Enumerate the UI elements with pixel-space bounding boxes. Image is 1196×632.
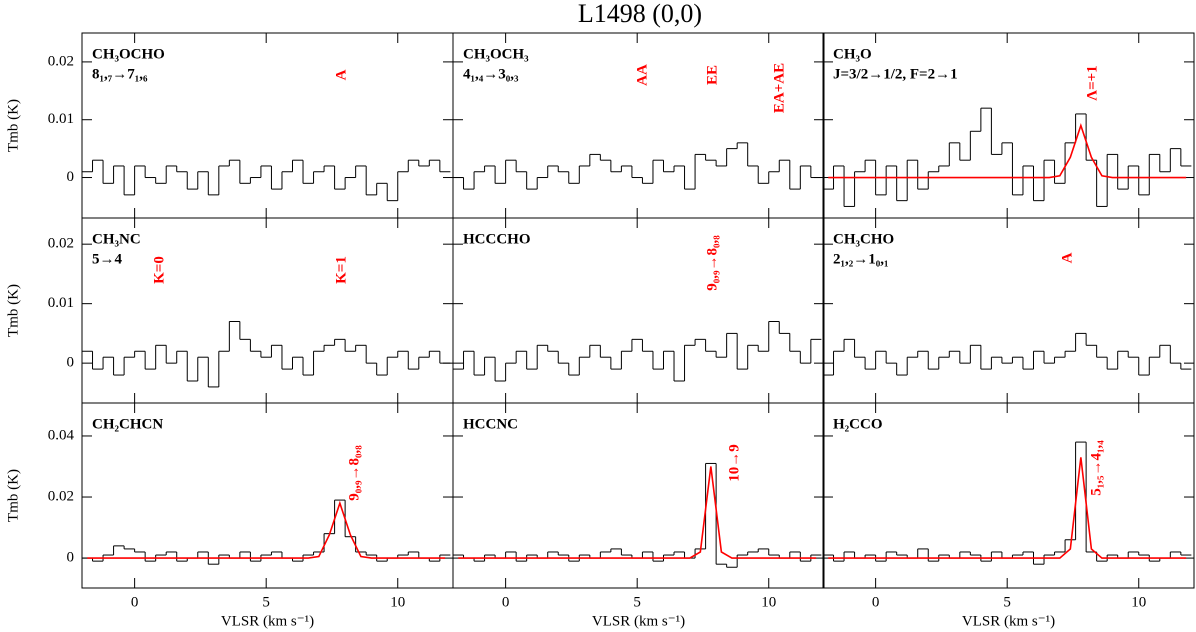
x-tick-label: 5	[262, 594, 270, 610]
y-tick-label: 0.01	[48, 295, 74, 311]
species-label: CH₃O	[833, 46, 872, 62]
line-annotation: 9₀,₉→8₀,₈	[346, 445, 362, 501]
line-annotation: Λ=+1	[1084, 65, 1100, 100]
x-axis-label: VLSR (km s⁻¹)	[592, 613, 685, 629]
x-tick-label: 10	[390, 594, 405, 610]
line-annotation: 5₁,₅→4₁,₄	[1088, 440, 1104, 496]
x-tick-label: 0	[131, 594, 139, 610]
x-tick-label: 5	[1003, 594, 1011, 610]
x-tick-label: 5	[633, 594, 641, 610]
spectrum-connector	[463, 142, 812, 190]
panel-frame	[822, 402, 1195, 589]
spectrum-connector	[833, 333, 1182, 376]
spectrum-connector	[833, 442, 1182, 565]
y-tick-label: 0	[67, 355, 75, 371]
species-label: CH₃OCH₃	[463, 46, 529, 62]
species-label: CH₃OCHO	[92, 46, 165, 62]
x-tick-label: 0	[502, 594, 510, 610]
transition-label: 4₁,₄→3₀,₃	[463, 66, 519, 82]
species-label: CH₂CHCN	[92, 416, 163, 432]
transition-label: 2₁,₂→1₀,₁	[833, 251, 889, 267]
gaussian-fit	[828, 122, 1187, 179]
species-label: CH₃NC	[92, 231, 141, 247]
figure-title: L1498 (0,0)	[578, 0, 702, 28]
line-annotation: AA	[634, 64, 650, 86]
line-annotation: A	[333, 69, 349, 80]
x-axis-label: VLSR (km s⁻¹)	[962, 613, 1055, 629]
y-axis-label: Tmb (K)	[5, 99, 21, 152]
species-label: H₂CCO	[833, 416, 883, 432]
y-tick-label: 0.01	[48, 111, 74, 127]
spectrum-connector	[463, 321, 812, 381]
y-axis-label: Tmb (K)	[5, 469, 21, 522]
transition-label: 8₁,₇→7₁,₆	[92, 66, 148, 82]
y-tick-label: 0	[67, 169, 75, 185]
line-annotation: EE	[704, 65, 720, 85]
y-tick-label: 0.02	[48, 236, 74, 252]
x-axis-label: VLSR (km s⁻¹)	[221, 613, 314, 629]
gaussian-fit	[828, 457, 1187, 559]
y-tick-label: 0.02	[48, 488, 74, 504]
species-label: CH₃CHO	[833, 231, 894, 247]
spectrum-connector	[833, 108, 1182, 207]
transition-label: J=3/2→1/2, F=2→1	[833, 66, 958, 82]
line-annotation: A	[1059, 252, 1075, 263]
line-annotation: EA+AE	[771, 63, 787, 113]
transition-label: 5→4	[92, 251, 123, 267]
spectrum-connector	[92, 321, 441, 387]
gaussian-fit	[458, 466, 817, 559]
line-annotation: 9₀,₉→8₀,₈	[704, 235, 720, 291]
gaussian-fit	[87, 500, 446, 559]
y-axis-label: Tmb (K)	[5, 284, 21, 337]
x-tick-label: 10	[761, 594, 776, 610]
y-tick-label: 0.02	[48, 53, 74, 69]
panel-frame	[452, 402, 825, 589]
x-tick-label: 10	[1131, 594, 1146, 610]
x-tick-label: 0	[872, 594, 880, 610]
species-label: HCCCHO	[463, 231, 531, 247]
line-annotation: K=1	[333, 256, 349, 284]
y-tick-label: 0.04	[48, 427, 75, 443]
spectrum-connector	[92, 160, 441, 201]
line-annotation: 10→9	[726, 444, 742, 482]
line-annotation: K=0	[151, 256, 167, 284]
y-tick-label: 0	[67, 550, 75, 566]
species-label: HCCNC	[463, 416, 518, 432]
